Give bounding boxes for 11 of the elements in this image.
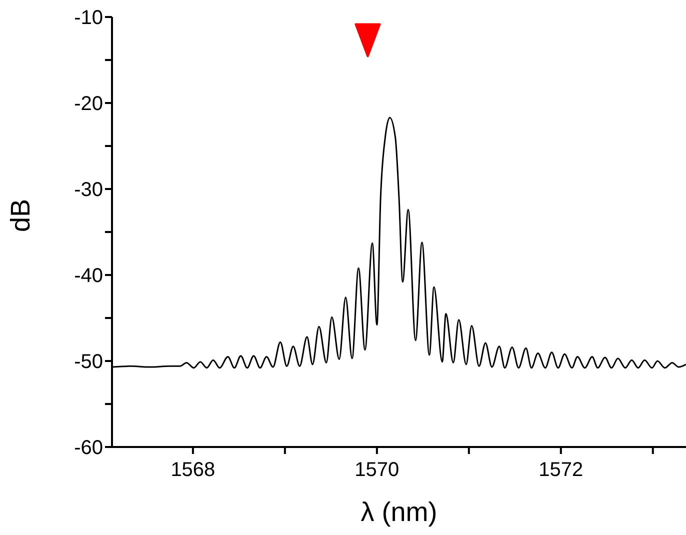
x-tick-label: 1570 xyxy=(354,459,400,482)
y-tick-label: -40 xyxy=(74,265,103,288)
y-tick-label: -30 xyxy=(74,179,103,202)
y-tick-label: -60 xyxy=(74,437,103,460)
y-tick-label: -10 xyxy=(74,7,103,30)
y-tick-label: -20 xyxy=(74,93,103,116)
x-axis-title: λ (nm) xyxy=(360,497,438,527)
y-tick-label: -50 xyxy=(74,351,103,374)
x-tick-label: 1568 xyxy=(170,459,216,482)
x-tick-label: 1572 xyxy=(538,459,584,482)
y-axis-title: dB xyxy=(6,198,36,232)
